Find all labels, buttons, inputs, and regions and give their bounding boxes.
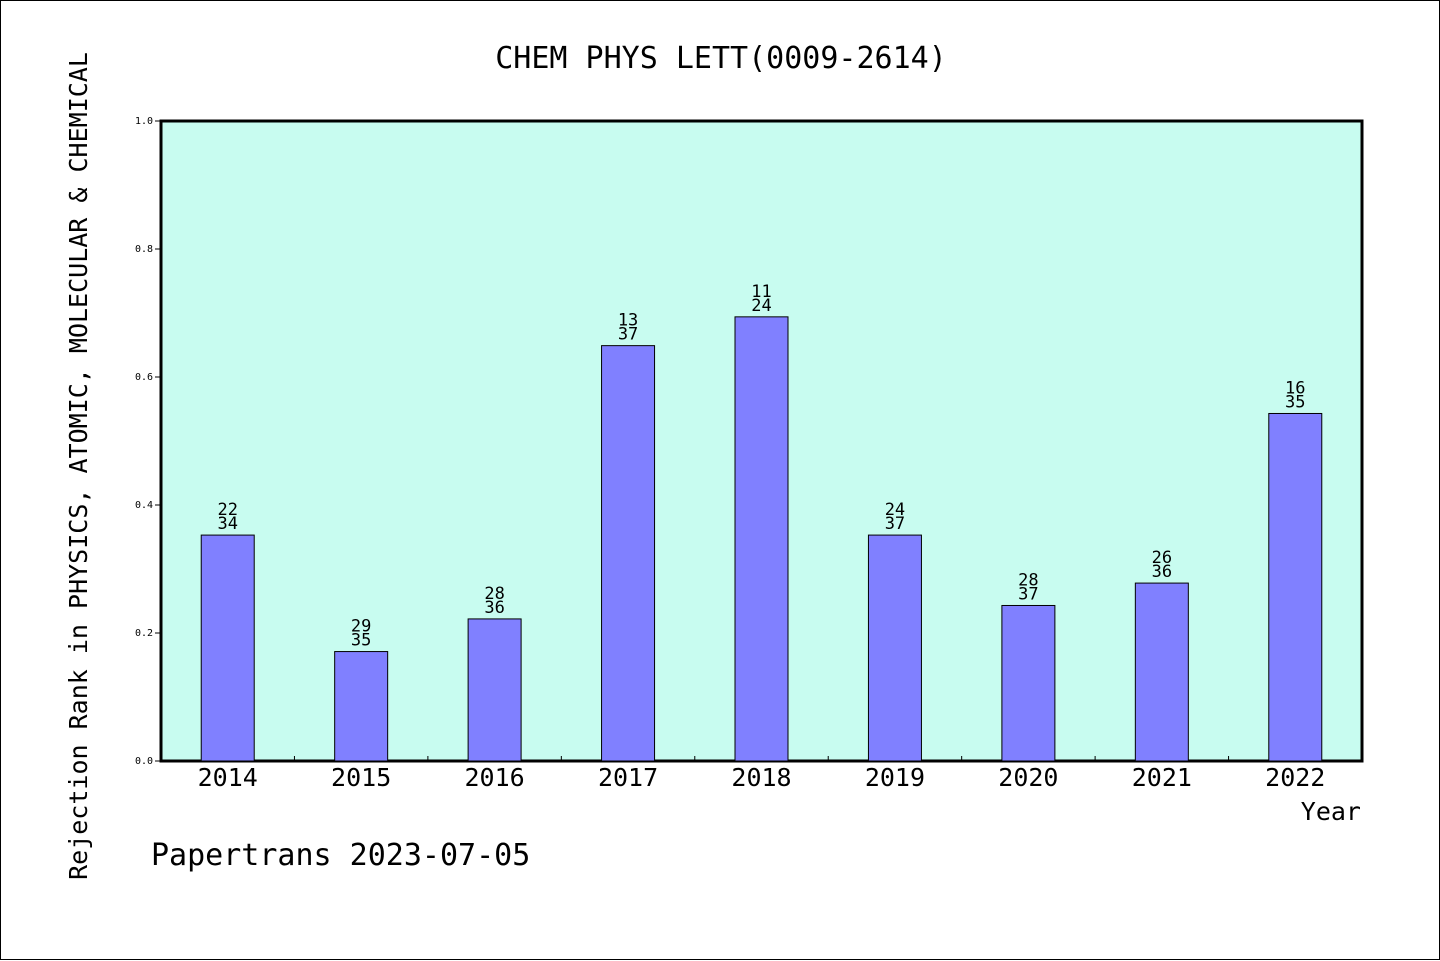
x-tick-label: 2017 <box>598 763 658 792</box>
x-axis-label: Year <box>1301 797 1361 826</box>
y-tick-label: 1.0 <box>135 116 153 127</box>
x-tick-label: 2022 <box>1265 763 1325 792</box>
bar-label-rank: 13 <box>618 311 638 331</box>
bar-2015 <box>334 651 389 762</box>
bar-label-total: 34 <box>217 514 237 534</box>
bar-label-rank: 16 <box>1285 378 1305 398</box>
bar-label-rank: 11 <box>751 282 771 302</box>
y-axis-ticks: 0.0 0.2 0.4 0.6 0.8 1.0 <box>135 116 161 767</box>
bar-label-rank: 28 <box>1018 570 1038 590</box>
x-tick-label: 2019 <box>865 763 925 792</box>
bar-label-rank: 26 <box>1152 548 1172 568</box>
bar-label-rank: 28 <box>484 584 504 604</box>
bar-label-total: 37 <box>618 325 638 345</box>
x-tick-label: 2014 <box>198 763 258 792</box>
bar-label-total: 36 <box>484 598 504 618</box>
x-tick-label: 2015 <box>331 763 391 792</box>
bar-label-total: 24 <box>751 296 771 316</box>
bar-label-rank: 29 <box>351 617 371 637</box>
bar-label-total: 35 <box>1285 392 1305 412</box>
bar-2020 <box>1001 604 1056 762</box>
y-tick-label: 0.8 <box>135 244 153 255</box>
y-tick-label: 0.4 <box>135 500 153 511</box>
y-axis-label: Rejection Rank in PHYSICS, ATOMIC, MOLEC… <box>64 52 93 880</box>
footer-watermark: Papertrans 2023-07-05 <box>151 838 530 873</box>
y-tick-label: 0.2 <box>135 628 153 639</box>
bar-label-rank: 22 <box>217 500 237 520</box>
x-tick-label: 2016 <box>465 763 525 792</box>
bar-2018 <box>734 316 789 762</box>
bar-2019 <box>867 534 922 762</box>
x-tick-label: 2018 <box>731 763 791 792</box>
y-tick-label: 0.0 <box>135 756 153 767</box>
x-tick-label: 2021 <box>1132 763 1192 792</box>
x-axis-ticks: 2014 2015 2016 2017 2018 2019 2020 2021 2022 <box>198 756 1325 792</box>
chart-title: CHEM PHYS LETT(0009-2614) <box>495 41 947 76</box>
bar-label-total: 36 <box>1152 562 1172 582</box>
bar-2021 <box>1134 582 1189 762</box>
bar-label-total: 37 <box>1018 584 1038 604</box>
bar-2014 <box>200 534 255 762</box>
bar-label-total: 37 <box>885 514 905 534</box>
bar-2016 <box>467 618 522 762</box>
y-tick-label: 0.6 <box>135 372 153 383</box>
bar-label-total: 35 <box>351 631 371 651</box>
x-tick-label: 2020 <box>998 763 1058 792</box>
bar-label-rank: 24 <box>885 500 905 520</box>
bar-2022 <box>1268 412 1323 762</box>
bar-2017 <box>601 345 656 762</box>
